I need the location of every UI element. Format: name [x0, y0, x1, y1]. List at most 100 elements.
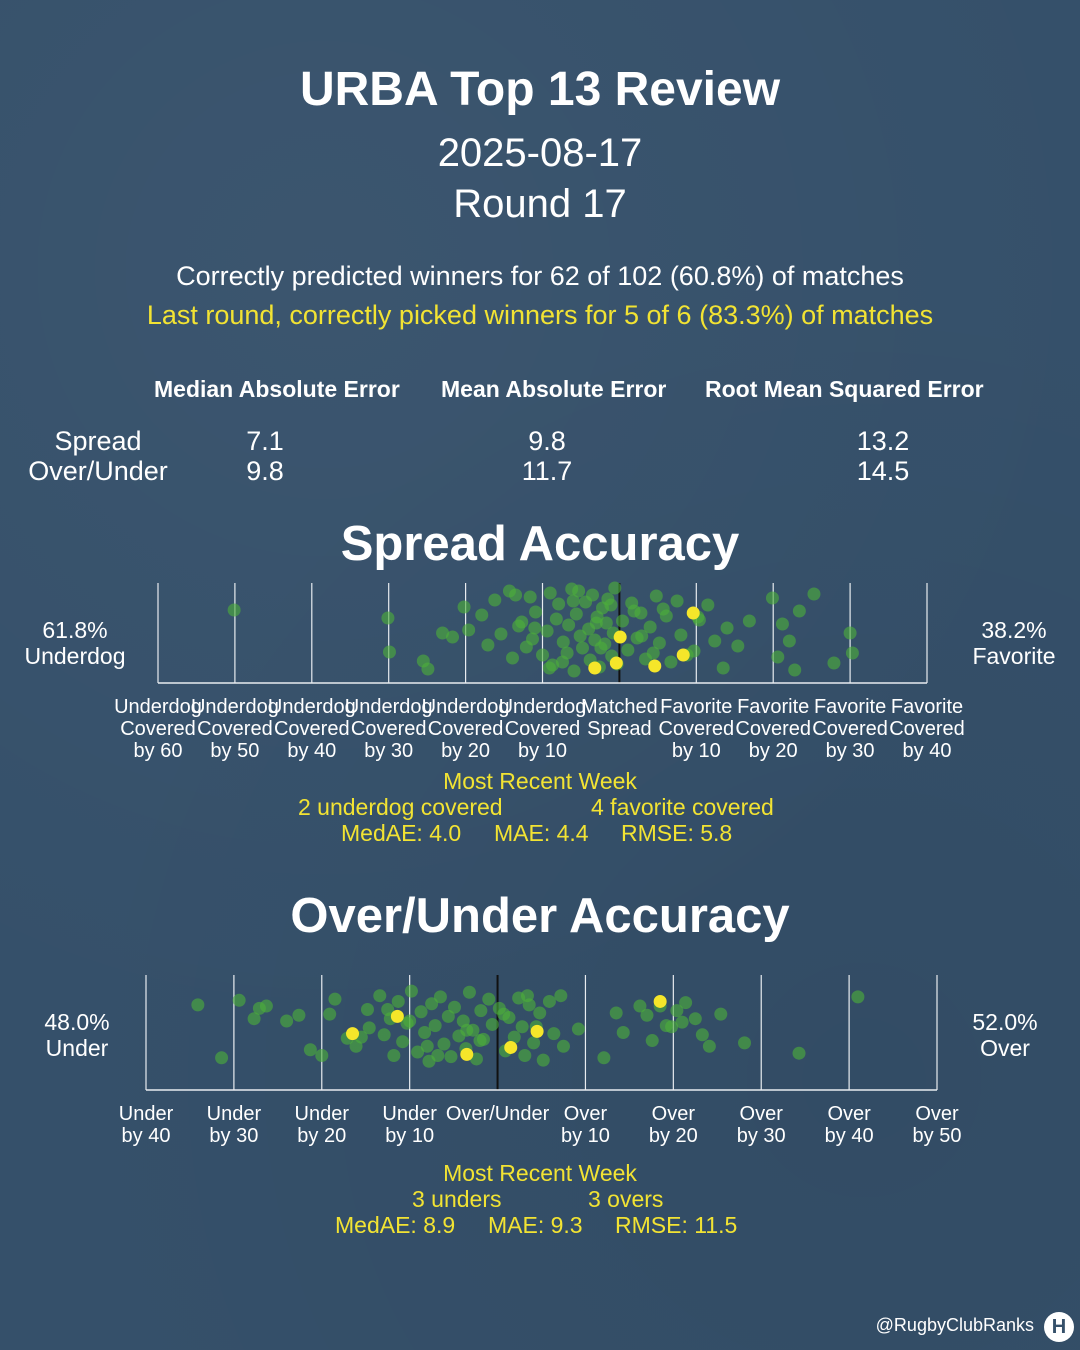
recent-week-point — [676, 648, 690, 662]
data-point — [488, 593, 502, 607]
data-point — [562, 618, 576, 632]
data-point — [515, 615, 529, 629]
data-point — [775, 617, 789, 631]
ou-under-share: 48.0% Under — [44, 1009, 110, 1061]
x-tick-label: Underdog Covered by 50 — [191, 696, 279, 762]
data-point — [373, 989, 387, 1003]
x-tick-label: Underdog Covered by 30 — [345, 696, 433, 762]
data-point — [536, 1053, 550, 1067]
data-point — [411, 1045, 425, 1059]
metric-cell: 9.8 — [528, 426, 566, 456]
data-point — [716, 661, 730, 675]
metric-header-rmse: Root Mean Squared Error — [705, 376, 984, 402]
data-point — [555, 655, 569, 669]
x-tick-label: Over by 30 — [737, 1103, 786, 1147]
data-point — [589, 616, 603, 630]
data-point — [481, 638, 495, 652]
ou-recent-medae: MedAE: 8.9 — [335, 1212, 456, 1238]
data-point — [556, 1039, 570, 1053]
data-point — [627, 604, 641, 618]
report-date: 2025-08-17 — [437, 131, 643, 175]
data-point — [414, 1005, 428, 1019]
data-point — [701, 598, 715, 612]
data-point — [792, 604, 806, 618]
data-point — [845, 646, 859, 660]
data-point — [695, 1028, 709, 1042]
data-point — [782, 634, 796, 648]
x-tick-label: Underdog Covered by 40 — [268, 696, 356, 762]
data-point — [506, 651, 520, 665]
data-point — [572, 584, 586, 598]
data-point — [633, 999, 647, 1013]
data-point — [437, 1037, 451, 1051]
data-point — [675, 1015, 689, 1029]
spread-recent-title: Most Recent Week — [443, 768, 637, 794]
data-point — [444, 1050, 458, 1064]
data-point — [433, 990, 447, 1004]
data-point — [615, 614, 629, 628]
data-point — [621, 643, 635, 657]
data-point — [518, 1049, 532, 1062]
metric-cell: 11.7 — [521, 456, 573, 486]
data-point — [827, 656, 841, 670]
data-point — [609, 1006, 623, 1020]
data-point — [556, 635, 570, 649]
data-point — [447, 1000, 461, 1014]
data-point — [714, 1007, 728, 1021]
data-point — [420, 1039, 434, 1053]
data-point — [645, 1034, 659, 1048]
data-point — [474, 1004, 488, 1018]
recent-week-point — [588, 661, 602, 675]
data-point — [807, 587, 821, 601]
spread-favorite-share: 38.2% Favorite — [972, 617, 1056, 669]
x-tick-label: Under by 20 — [295, 1103, 350, 1147]
data-point — [652, 636, 666, 650]
data-point — [421, 662, 435, 676]
data-point — [404, 984, 418, 998]
data-point — [497, 1007, 511, 1021]
data-point — [259, 999, 273, 1013]
data-point — [608, 581, 622, 595]
data-point — [771, 650, 785, 664]
x-tick-label: Underdog Covered by 20 — [422, 696, 510, 762]
x-tick-label: Matched Spread — [581, 696, 658, 740]
ou-over-share: 52.0% Over — [972, 1009, 1038, 1061]
data-point — [494, 627, 508, 641]
ou-recent-mae: MAE: 9.3 — [488, 1212, 583, 1238]
metric-cell: 13.2 — [856, 426, 910, 456]
data-point — [664, 655, 678, 669]
data-point — [542, 994, 556, 1008]
data-point — [507, 1030, 521, 1044]
data-point — [418, 1026, 432, 1039]
x-tick-label: Under by 40 — [119, 1103, 174, 1147]
metric-row-label-over-under: Over/Under — [28, 456, 168, 486]
data-point — [670, 1004, 684, 1018]
data-point — [679, 996, 693, 1010]
spread-section-title: Spread Accuracy — [340, 517, 740, 571]
spread-recent-underdog: 2 underdog covered — [298, 794, 503, 820]
spread-recent-medae: MedAE: 4.0 — [341, 820, 462, 846]
data-point — [585, 588, 599, 602]
recent-week-point — [390, 1009, 404, 1023]
ou-recent-title: Most Recent Week — [443, 1160, 637, 1186]
data-point — [528, 621, 542, 635]
recent-week-point — [648, 659, 662, 673]
brand-logo: H — [1044, 1312, 1074, 1342]
data-point — [594, 641, 608, 655]
data-point — [509, 588, 523, 602]
data-point — [547, 1027, 561, 1041]
recent-week-point — [653, 994, 667, 1008]
data-point — [665, 1020, 679, 1034]
data-point — [566, 594, 580, 608]
data-point — [475, 608, 489, 622]
data-point — [540, 624, 554, 638]
data-point — [527, 1036, 541, 1050]
last-round-summary: Last round, correctly picked winners for… — [146, 300, 934, 330]
data-point — [702, 1039, 716, 1053]
data-point — [232, 993, 246, 1007]
x-tick-label: Favorite Covered by 40 — [889, 696, 965, 762]
data-point — [742, 614, 756, 628]
data-point — [549, 612, 563, 626]
data-point — [554, 989, 568, 1003]
data-point — [360, 1003, 374, 1016]
